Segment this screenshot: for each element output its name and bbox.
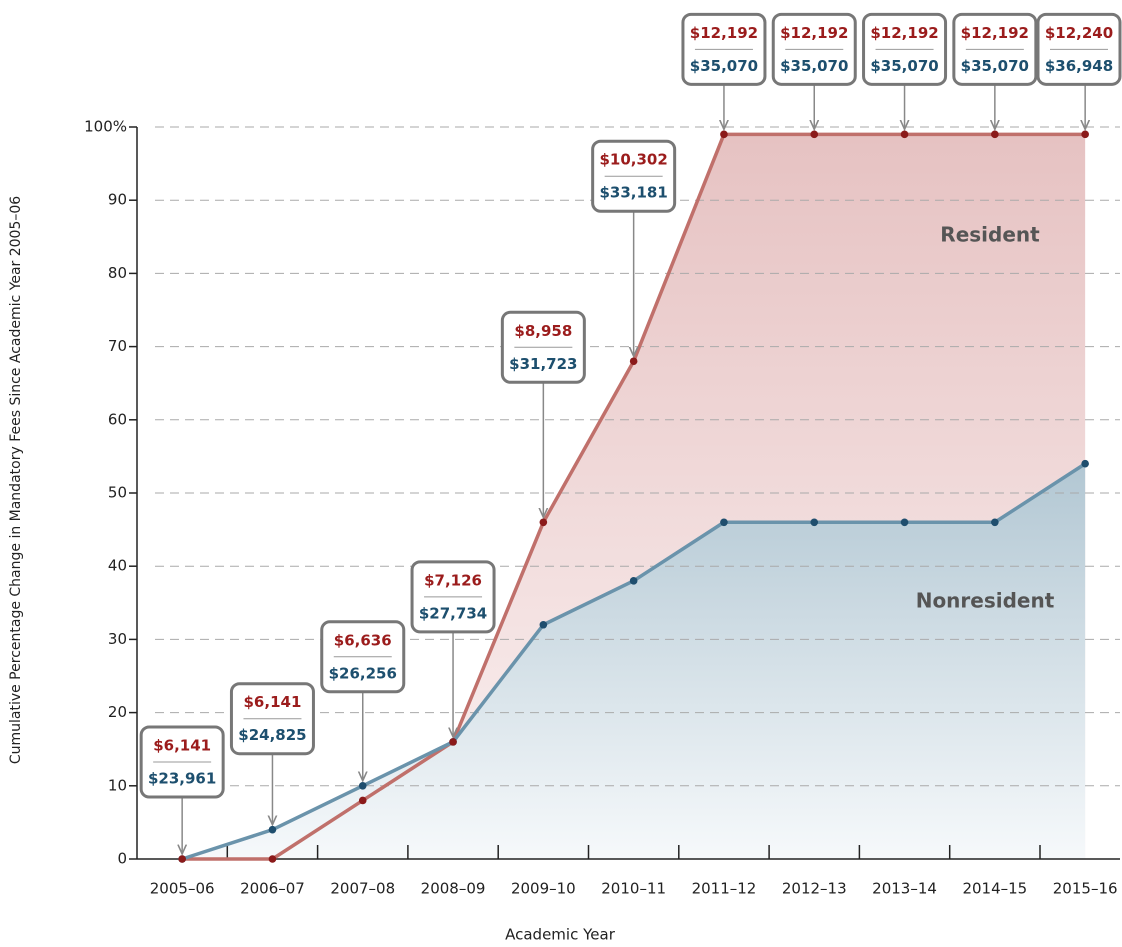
y-tick-label: 60: [108, 410, 127, 428]
y-tick-label: 40: [108, 557, 127, 575]
callout-label: $6,636: [334, 631, 392, 649]
callout-label: $33,181: [599, 184, 667, 202]
series-label: Resident: [940, 223, 1040, 247]
marker: [1081, 130, 1089, 139]
callout-label: $6,141: [244, 693, 302, 711]
x-tick-label: 2011–12: [692, 880, 757, 898]
series-label: Nonresident: [916, 589, 1055, 613]
marker: [1081, 459, 1089, 468]
marker: [720, 518, 728, 527]
marker: [449, 738, 457, 746]
x-tick-label: 2014–15: [962, 880, 1027, 898]
marker: [900, 130, 909, 139]
y-tick-label: 70: [108, 337, 127, 355]
marker: [268, 825, 277, 834]
callout-label: $12,192: [961, 24, 1029, 42]
x-tick-label: 2013–14: [872, 880, 937, 898]
area: [182, 463, 1086, 859]
x-tick-label: 2008–09: [421, 880, 486, 898]
marker: [358, 782, 367, 790]
callout-label: $7,126: [424, 571, 482, 589]
areas: [182, 134, 1086, 859]
callout-label: $23,961: [148, 770, 216, 788]
x-tick-label: 2015–16: [1053, 880, 1118, 898]
callout-label: $10,302: [599, 151, 667, 169]
callout-label: $12,240: [1045, 24, 1113, 42]
x-tick-label: 2005–06: [150, 880, 215, 898]
marker: [810, 518, 819, 527]
marker: [991, 518, 999, 527]
marker: [358, 796, 367, 805]
callout-label: $24,825: [238, 726, 306, 744]
callout-label: $12,192: [870, 24, 938, 42]
marker: [810, 130, 819, 139]
marker: [178, 855, 186, 863]
marker: [629, 577, 638, 585]
callout-label: $12,192: [780, 24, 848, 42]
y-tick-label: 50: [108, 484, 127, 502]
callout-label: $35,070: [870, 57, 938, 75]
callout-label: $8,958: [514, 322, 572, 340]
marker: [268, 855, 277, 863]
x-tick-label: 2012–13: [782, 880, 847, 898]
callout-label: $6,141: [153, 737, 211, 755]
marker: [539, 518, 548, 527]
y-axis-title: Cumulative Percentage Change in Mandator…: [8, 196, 24, 764]
callout-label: $36,948: [1045, 57, 1113, 75]
y-tick-label: 90: [108, 191, 127, 209]
callout-label: $31,723: [509, 355, 577, 373]
x-tick-label: 2009–10: [511, 880, 576, 898]
callout-label: $35,070: [780, 57, 848, 75]
marker: [629, 357, 638, 366]
marker: [720, 130, 728, 139]
marker: [991, 130, 999, 139]
y-tick-label: 0: [117, 850, 127, 868]
marker: [900, 518, 909, 527]
y-tick-label: 100%: [84, 118, 127, 136]
x-tick-label: 2006–07: [240, 880, 305, 898]
callout-label: $26,256: [329, 664, 397, 682]
y-tick-label: 30: [108, 630, 127, 648]
y-tick-label: 10: [108, 776, 127, 794]
marker: [539, 620, 548, 629]
callout-label: $35,070: [961, 57, 1029, 75]
x-tick-label: 2007–08: [330, 880, 395, 898]
callout-label: $12,192: [690, 24, 758, 42]
x-tick-label: 2010–11: [601, 880, 666, 898]
x-axis-title: Academic Year: [505, 926, 616, 944]
y-tick-label: 20: [108, 703, 127, 721]
callout-label: $35,070: [690, 57, 758, 75]
y-tick-label: 80: [108, 264, 127, 282]
callout-label: $27,734: [419, 604, 487, 622]
